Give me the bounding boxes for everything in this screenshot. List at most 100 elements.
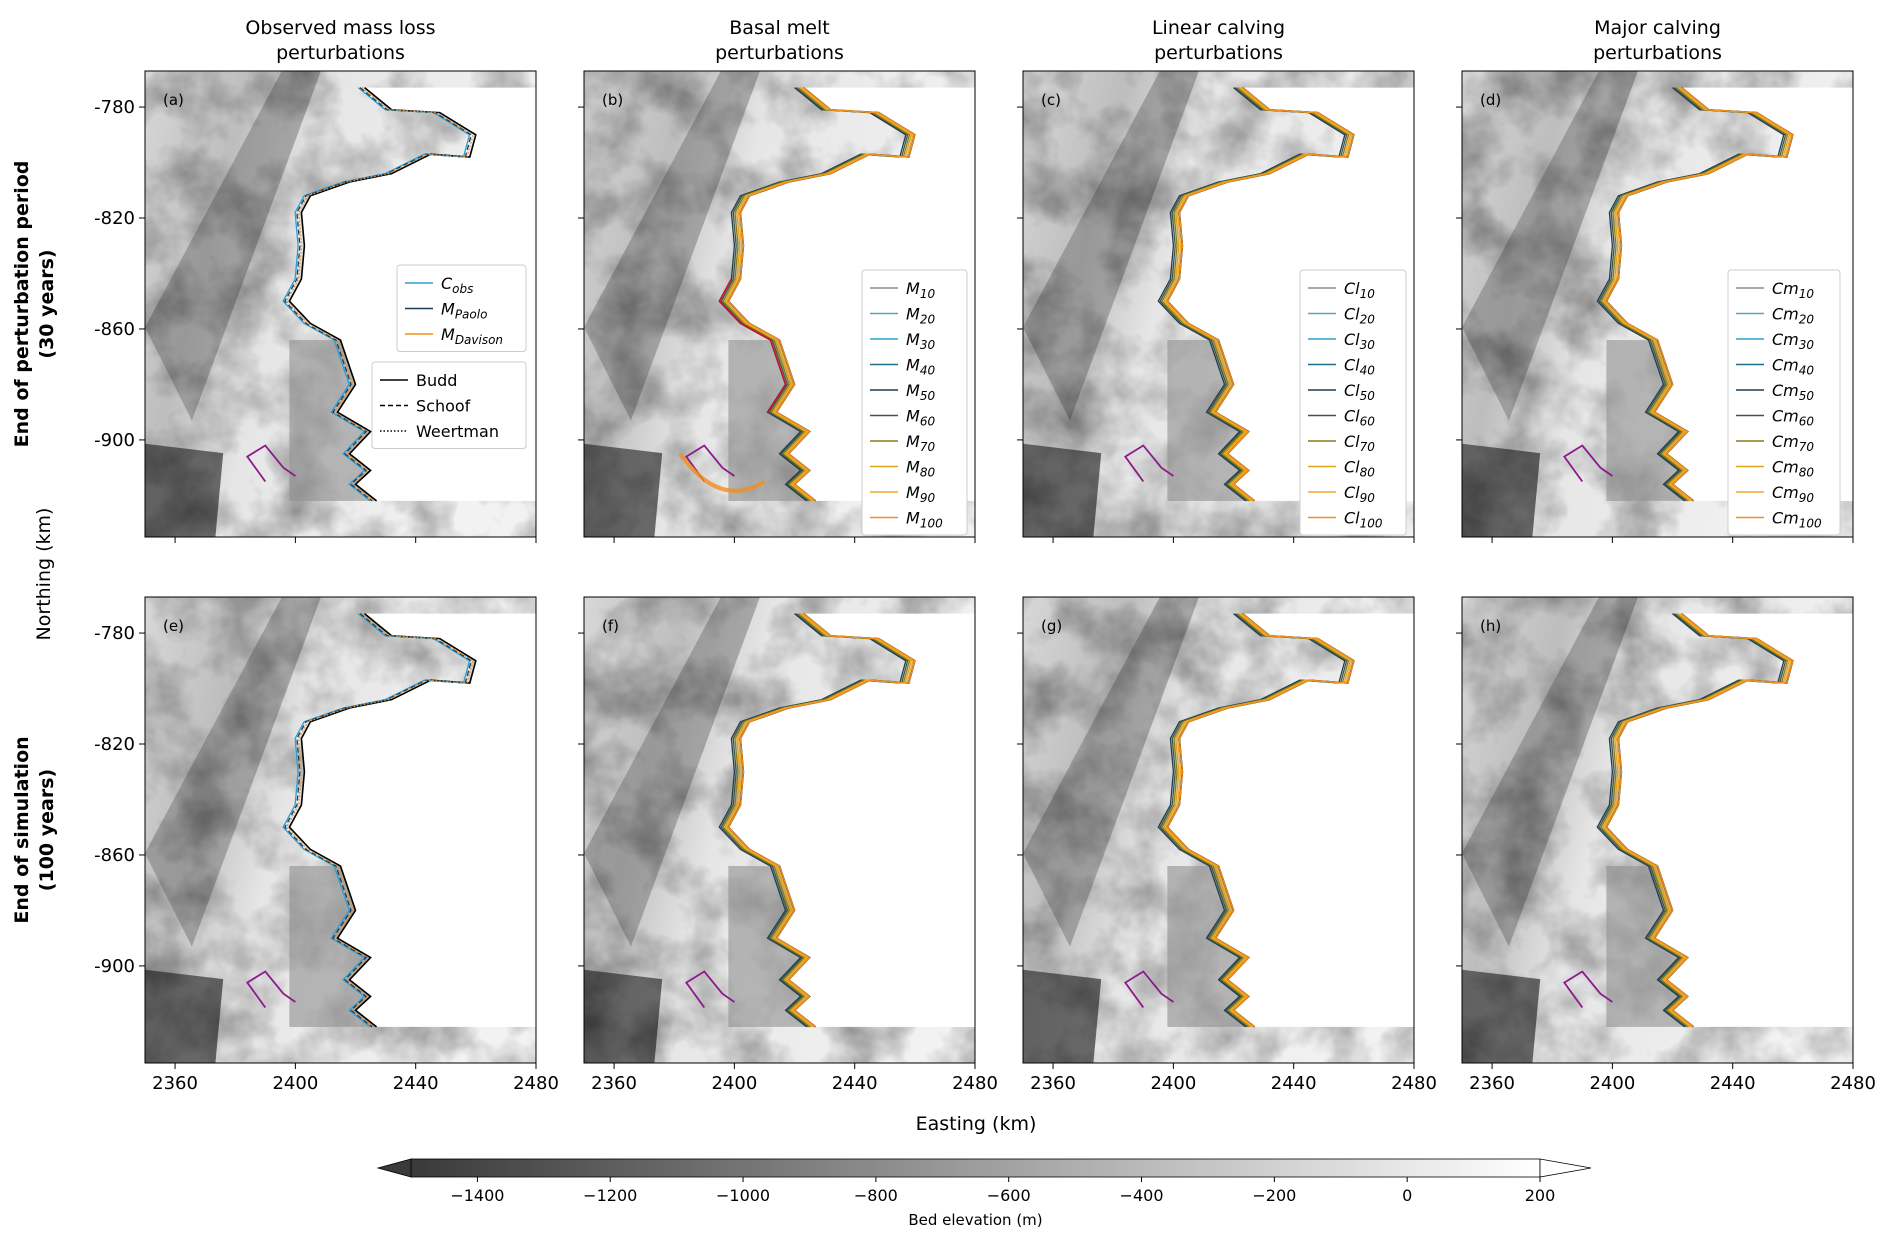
x-tick-label: 2360	[591, 1073, 637, 1094]
perturbation-contour	[284, 613, 473, 1028]
panel-label: (b)	[602, 91, 623, 109]
perturbation-contour	[1605, 613, 1794, 1028]
ocean-mask	[1606, 613, 1853, 1027]
legend-entry: M40	[906, 356, 935, 378]
legend-entry: M60	[906, 407, 935, 429]
legend-entry: Cl20	[1344, 305, 1375, 327]
legend-entry: Cl30	[1344, 330, 1375, 352]
ice-front-line	[288, 86, 477, 502]
perturbation-contour	[1605, 87, 1794, 502]
perturbation-contour	[725, 613, 914, 1028]
legend-entry: Cm40	[1772, 356, 1814, 378]
legend-entry: M70	[906, 432, 935, 454]
x-tick-label: 2400	[272, 1073, 318, 1094]
perturbation-contour	[1600, 87, 1789, 502]
perturbation-contour	[1602, 87, 1790, 502]
initial-grounding-line	[1124, 444, 1174, 483]
legend-entry: M20	[906, 305, 935, 327]
ocean-mask	[728, 613, 975, 1027]
legend-entry: Cl80	[1344, 458, 1375, 480]
map-panel: (d)	[1456, 70, 1854, 543]
panel-frame	[1461, 70, 1854, 538]
panel-frame	[583, 70, 976, 538]
colorbar-tick-label: −600	[987, 1186, 1031, 1205]
legend-entry: Cm10	[1772, 279, 1814, 301]
legend-frame	[861, 269, 968, 536]
legend-entry: Cm30	[1772, 330, 1814, 352]
column-title: perturbations	[1593, 42, 1722, 64]
x-tick-label: 2360	[1469, 1073, 1515, 1094]
perturbation-contour	[727, 87, 916, 502]
x-tick-label: 2400	[1150, 1073, 1196, 1094]
legend-entry: Schoof	[416, 397, 471, 416]
map-panel: (f) 2360 2400 2440 2480	[578, 596, 998, 1094]
map-panel: (e) 2360 2400 2440 2480 -780 -820 -860 -900	[94, 596, 559, 1094]
perturbation-contour	[284, 87, 473, 502]
perturbation-contour	[722, 613, 911, 1028]
legend-entry: Cm60	[1772, 407, 1814, 429]
y-tick-label: -780	[94, 97, 135, 118]
perturbation-contour	[1603, 87, 1792, 502]
panel-label: (f)	[602, 617, 619, 635]
legend-entry: MDavison	[441, 325, 503, 347]
x-tick-label: 2480	[513, 1073, 559, 1094]
perturbation-contour	[282, 613, 471, 1028]
colorbar-body	[410, 1158, 1541, 1178]
y-tick-label: -820	[94, 734, 135, 755]
x-axis-label: Easting (km)	[916, 1113, 1037, 1135]
legend-panel-c: Cl10 Cl20 Cl30 Cl40 Cl50 Cl60 Cl70 Cl80 Cl90 Cl10…	[1299, 269, 1407, 536]
perturbation-contour	[282, 87, 471, 502]
legend-entry: M10	[906, 279, 935, 301]
legend-entry: Cm50	[1772, 381, 1814, 403]
legend-frame	[1299, 269, 1407, 536]
perturbation-contour	[1164, 613, 1353, 1028]
perturbation-contour	[1161, 613, 1350, 1028]
legend-entry: Cl100	[1344, 509, 1383, 531]
row-title: End of perturbation period	[11, 161, 33, 448]
colorbar: −1400 −1200 −1000 −800 −600 −400 −200 0 200 Bed e…	[376, 1158, 1592, 1229]
panel-label: (d)	[1480, 91, 1501, 109]
perturbation-contour	[1596, 613, 1785, 1028]
y-tick-label: -820	[94, 208, 135, 229]
legend-panel-a-series: Cobs MPaolo MDavison	[396, 264, 527, 352]
legend-entry: Cobs	[441, 274, 473, 296]
perturbation-contour	[1598, 87, 1787, 502]
column-title: Linear calving	[1152, 17, 1285, 39]
legend-frame	[396, 264, 527, 352]
panel-frame	[583, 596, 976, 1064]
legend-entry: MPaolo	[441, 300, 487, 322]
x-tick-label: 2440	[393, 1073, 439, 1094]
x-tick-label: 2440	[832, 1073, 878, 1094]
panel-label: (e)	[163, 617, 184, 635]
y-tick-label: -780	[94, 623, 135, 644]
basal-melt-highlight	[718, 278, 787, 413]
panel-frame	[144, 596, 537, 1064]
legend-entry: M90	[906, 483, 935, 505]
legend-frame	[1727, 269, 1841, 536]
colorbar-tick-label: −1000	[716, 1186, 770, 1205]
legend-entry: Cm20	[1772, 305, 1814, 327]
perturbation-contour	[1600, 613, 1789, 1028]
perturbation-contour	[724, 613, 912, 1028]
x-tick-label: 2480	[952, 1073, 998, 1094]
x-tick-label: 2360	[1030, 1073, 1076, 1094]
initial-grounding-line	[1124, 970, 1174, 1009]
perturbation-contour	[285, 87, 474, 502]
initial-grounding-line	[685, 444, 735, 483]
x-tick-label: 2480	[1391, 1073, 1437, 1094]
initial-grounding-line	[685, 970, 735, 1009]
panel-label: (a)	[163, 91, 184, 109]
perturbation-contour	[1166, 613, 1355, 1028]
legend-entry: Cm80	[1772, 458, 1814, 480]
legend-panel-b: M10 M20 M30 M40 M50 M60 M70 M80 M90 M100	[861, 269, 968, 536]
row-title: (30 years)	[36, 249, 58, 358]
panel-label: (g)	[1041, 617, 1062, 635]
perturbation-contour	[1598, 613, 1787, 1028]
perturbation-contour	[1163, 87, 1351, 502]
column-title: Observed mass loss	[245, 17, 435, 39]
row-title: (100 years)	[36, 769, 58, 891]
y-tick-label: -900	[94, 430, 135, 451]
legend-entry: Cl90	[1344, 483, 1375, 505]
initial-grounding-line	[246, 970, 296, 1009]
